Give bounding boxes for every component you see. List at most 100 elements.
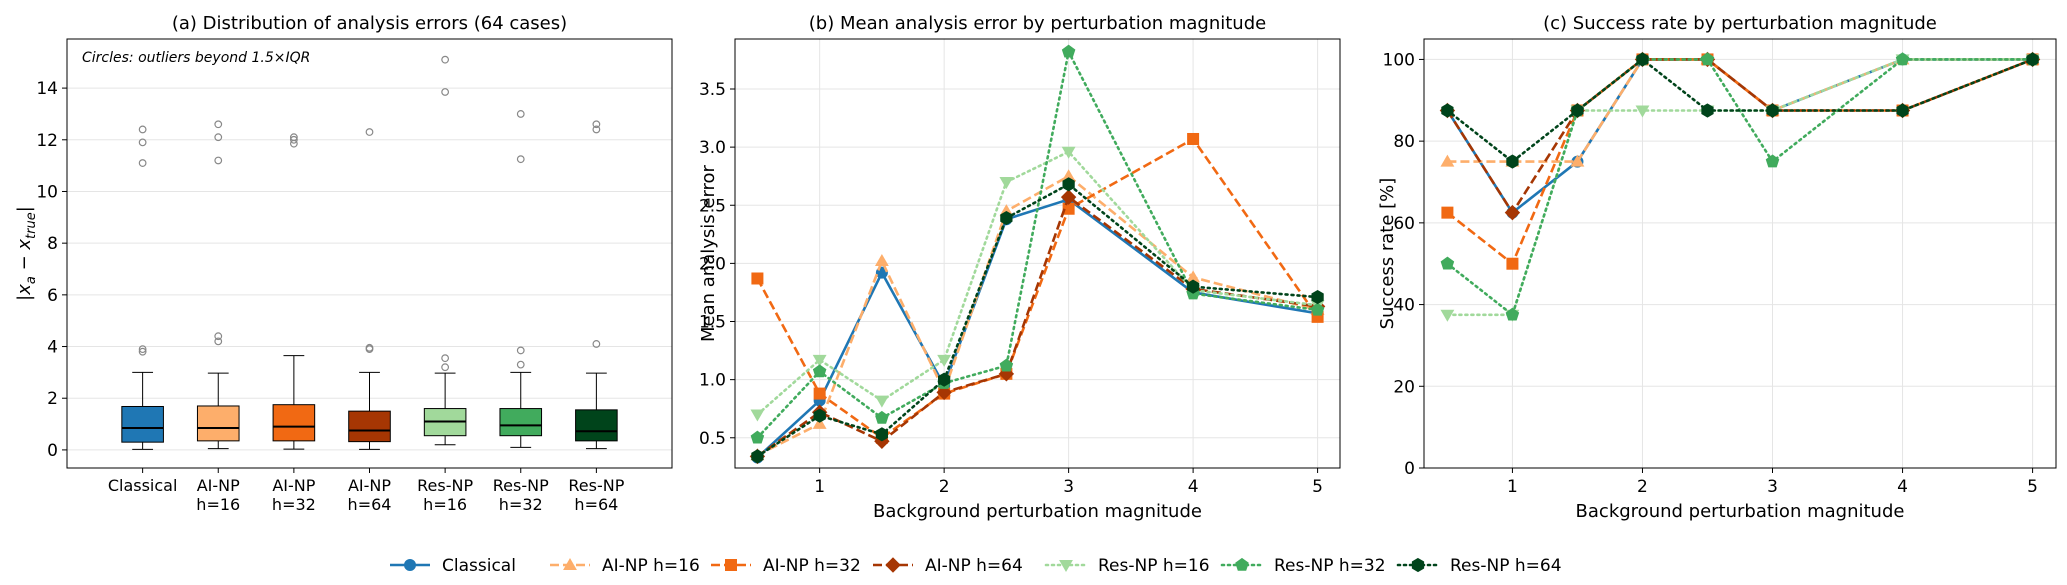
legend-label: Res-NP h=32 [1274,556,1386,576]
outlier-point [441,88,450,96]
outlier-point [289,135,298,144]
panel-b-series-line [756,195,1318,458]
panel-c-series-line [1446,58,2034,214]
outlier-point [138,138,147,147]
panel-b-y-tick-label: 1.5 [699,313,726,333]
panel-c-y-axis-label: Success rate [%] [1377,178,1398,330]
panel-b-data-point [1311,290,1324,305]
panel-a-box-0 [121,125,164,450]
panel-c-x-axis-label: Background perturbation magnitude [1576,501,1905,522]
panel-c-x-tick-label: 2 [1637,477,1648,497]
panel-c-x-tick-label: 1 [1507,477,1518,497]
panel-a-x-tick-label: AI-NP [272,476,315,495]
panel-a-y-tick-label: 6 [47,286,58,306]
panel-c-series-0 [1441,53,2039,219]
panel-b-data-point [1061,146,1076,159]
legend-label: AI-NP h=64 [925,556,1023,576]
ylabel-subscript: a [24,276,39,284]
panel-c-data-point [1504,204,1521,221]
panel-b-series-5 [750,44,1325,444]
legend-item: Res-NP h=64 [1396,556,1562,576]
legend-item: Res-NP h=16 [1044,556,1210,576]
panel-c-y-tick-label: 60 [1393,214,1415,234]
box-iqr [348,410,391,443]
panel-a-x-tick-label: h=32 [499,495,543,514]
panel-b-data-point [999,177,1014,190]
panel-b-y-tick-label: 2.5 [699,196,726,216]
panel-a-outlier-note: Circles: outliers beyond 1.5×IQR [82,50,310,66]
panel-c-y-tick-label: 20 [1393,377,1415,397]
legend-label: Classical [442,556,516,576]
panel-a-gridlines [67,87,672,451]
outlier-point [592,120,601,129]
panel-b-y-tick-label: 2.0 [699,254,726,274]
legend-marker [1059,560,1073,573]
outlier-point [214,337,223,346]
panel-b-series-line [756,198,1318,459]
panel-b-x-tick-label: 3 [1063,477,1074,497]
panel-b-x-axis-label: Background perturbation magnitude [873,501,1202,522]
panel-c-y-tick-label: 40 [1393,296,1415,316]
panel-c-data-point [1700,52,1715,66]
panel-c-series-line [1446,58,2034,317]
panel-c-data-point [1571,103,1584,118]
legend-marker [725,559,737,571]
panel-b-data-point [1187,132,1200,145]
outlier-point [138,159,147,167]
panel-a-box-2 [272,133,316,450]
panel-b-series-6 [751,177,1324,464]
panel-a-x-tick-label: h=64 [574,495,618,514]
panel-b-data-point [1310,302,1325,316]
outlier-point [441,354,450,363]
outlier-point [441,363,450,372]
panel-c-data-point [1440,154,1455,167]
outlier-point [592,340,601,348]
panel-a-y-tick-label: 14 [36,79,58,99]
panel-a-y-tick-label: 8 [47,234,58,254]
ylabel-subscript: true [24,212,39,239]
panel-b-data-point [812,364,827,378]
panel-a-y-tick-label: 10 [36,182,58,202]
panel-b-data-point [812,354,827,367]
box-iqr [196,405,240,442]
panel-c-data-point [1506,154,1519,169]
panel-c-series-line [1446,58,2034,163]
outlier-point [214,120,223,129]
panel-b-x-tick-label: 1 [814,477,825,497]
panel-b-title: (b) Mean analysis error by perturbation … [809,13,1266,34]
ylabel-part: − x [14,239,35,277]
outlier-point [214,332,223,341]
panel-c-series-line [1446,58,2034,317]
legend-item: AI-NP h=64 [873,556,1023,576]
panel-b-data-point [937,354,952,367]
panel-b-line-chart: (b) Mean analysis error by perturbation … [698,13,1341,522]
legend-item: Res-NP h=32 [1220,556,1386,576]
panel-a-y-axis-label: |xa − xtrue| [14,206,39,301]
panel-a-x-tick-label: h=64 [348,495,392,514]
outlier-point [516,110,525,118]
panel-c-series-3 [1439,51,2041,221]
panel-b-data-point [874,395,889,408]
panel-c-data-point [1570,154,1585,167]
panel-a-box-5 [499,110,543,448]
panel-c-x-tick-label: 5 [2027,477,2038,497]
legend-label: Res-NP h=16 [1098,556,1210,576]
panel-c-data-point [1636,52,1649,67]
panel-a-x-tick-label: h=16 [196,495,240,514]
legend-item: Classical [390,556,516,576]
panel-c-series-6 [1441,52,2039,169]
outlier-point [289,133,298,142]
panel-b-series-line [756,174,1318,457]
panel-c-data-point [1505,307,1520,321]
panel-b-y-tick-label: 3.5 [699,80,726,100]
panel-b-data-point [751,272,764,285]
box-iqr [575,409,618,442]
panel-c-series-line [1446,58,2034,266]
panel-c-y-tick-label: 0 [1404,459,1415,479]
panel-a-x-tick-label: Res-NP [417,476,473,495]
ylabel-part: |x [14,284,35,301]
panel-b-y-tick-label: 1.0 [699,371,726,391]
legend: Classical AI-NP h=16 AI-NP h=32 AI-NP h=64 R… [390,556,1562,576]
panel-b-data-point [875,410,889,424]
legend-label: Res-NP h=64 [1450,556,1562,576]
